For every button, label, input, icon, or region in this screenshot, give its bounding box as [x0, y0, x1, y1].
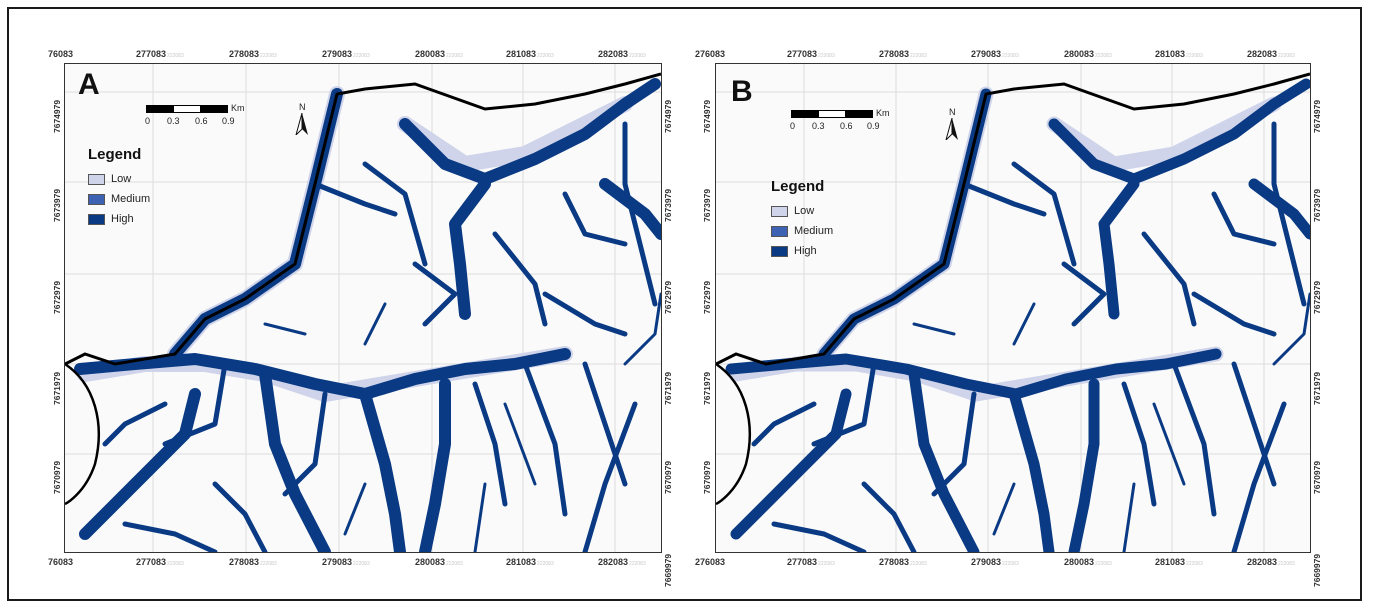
y-tick-right: 7670979: [1312, 460, 1322, 494]
y-tick-left: 7674979: [702, 99, 712, 133]
scale-label: 0.9: [222, 116, 235, 126]
legend-item-low: Low: [88, 173, 131, 185]
legend-title: Legend: [88, 146, 142, 163]
x-tick-bottom: 278083222083: [879, 557, 927, 567]
x-tick-bottom: 276083: [695, 557, 726, 567]
map-panel-a: [64, 63, 662, 553]
x-tick-bottom: 280083222083: [1064, 557, 1112, 567]
y-tick-right: 7671979: [1312, 371, 1322, 405]
panel-label: B: [731, 75, 753, 108]
map-graphic-a: [65, 64, 661, 552]
y-tick-left: 7673979: [52, 188, 62, 222]
high-zone: [725, 78, 1310, 552]
x-tick-top: 277083222083: [136, 49, 184, 59]
y-tick-left: 7670979: [52, 460, 62, 494]
y-tick-left: 7670979: [702, 460, 712, 494]
y-tick-right: 7672979: [1312, 280, 1322, 314]
north-label: N: [299, 102, 306, 112]
legend-item-low: Low: [771, 205, 814, 217]
y-tick-right: 7674979: [663, 99, 673, 133]
low-zone: [77, 86, 633, 402]
x-tick-bottom: 279083222083: [322, 557, 370, 567]
boundary-west: [716, 362, 751, 506]
y-tick-right: 7673979: [663, 188, 673, 222]
scale-label: 0.3: [812, 121, 825, 131]
medium-zone: [751, 121, 1307, 552]
x-tick-top: 280083222083: [1064, 49, 1112, 59]
scale-bar: [791, 110, 873, 118]
y-tick-right: 7674979: [1312, 99, 1322, 133]
y-tick-right: 7673979: [1312, 188, 1322, 222]
low-zone: [728, 86, 1282, 402]
y-tick-right: 7669979: [663, 553, 673, 587]
x-tick-top: 278083222083: [879, 49, 927, 59]
scale-label: 0: [145, 116, 151, 126]
legend-item-medium: Medium: [88, 193, 150, 205]
watershed-boundary: [716, 72, 1310, 366]
scale-label: 0.6: [840, 121, 853, 131]
y-tick-left: 7672979: [702, 280, 712, 314]
x-tick-top: 281083222083: [1155, 49, 1203, 59]
north-arrow-icon: [295, 113, 308, 135]
x-tick-bottom: 282083222083: [598, 557, 646, 567]
scale-label: 0: [790, 121, 796, 131]
legend-item-high: High: [771, 245, 817, 257]
scale-bar: [146, 105, 228, 113]
y-tick-left: 7673979: [702, 188, 712, 222]
scale-unit: Km: [231, 103, 245, 113]
watershed-boundary: [65, 72, 661, 366]
scale-label: 0.9: [867, 121, 880, 131]
minor-streams: [263, 292, 661, 552]
map-graphic-b: [716, 64, 1310, 552]
scale-label: 0.6: [195, 116, 208, 126]
map-panel-b: [715, 63, 1311, 553]
x-tick-top: 281083222083: [506, 49, 554, 59]
x-tick-top: 282083222083: [1247, 49, 1295, 59]
x-tick-bottom: 277083222083: [787, 557, 835, 567]
x-tick-top: 276083: [695, 49, 726, 59]
x-tick-bottom: 281083222083: [506, 557, 554, 567]
y-tick-left: 7671979: [52, 371, 62, 405]
x-tick-top: 279083222083: [322, 49, 370, 59]
x-tick-bottom: 282083222083: [1247, 557, 1295, 567]
legend-item-high: High: [88, 213, 134, 225]
x-tick-bottom: 278083222083: [229, 557, 277, 567]
x-tick-top: 76083: [48, 49, 74, 59]
y-tick-right: 7672979: [663, 280, 673, 314]
north-arrow-icon: [945, 118, 958, 140]
x-tick-bottom: 76083: [48, 557, 74, 567]
boundary-west: [65, 362, 100, 506]
x-tick-bottom: 280083222083: [415, 557, 463, 567]
drainage-network-b: [725, 78, 1310, 552]
legend-item-medium: Medium: [771, 225, 833, 237]
medium-zone: [102, 121, 658, 552]
y-tick-right: 7669979: [1312, 553, 1322, 587]
x-tick-top: 280083222083: [415, 49, 463, 59]
x-tick-top: 279083222083: [971, 49, 1019, 59]
y-tick-left: 7671979: [702, 371, 712, 405]
x-tick-top: 278083222083: [229, 49, 277, 59]
minor-streams: [912, 292, 1310, 552]
scale-unit: Km: [876, 108, 890, 118]
x-tick-top: 282083222083: [598, 49, 646, 59]
legend-title: Legend: [771, 178, 825, 195]
y-tick-right: 7671979: [663, 371, 673, 405]
x-tick-bottom: 281083222083: [1155, 557, 1203, 567]
high-zone: [74, 78, 661, 552]
north-label: N: [949, 107, 956, 117]
panel-label: A: [78, 68, 100, 101]
drainage-network-a: [74, 78, 661, 552]
y-tick-left: 7672979: [52, 280, 62, 314]
x-tick-top: 277083222083: [787, 49, 835, 59]
scale-label: 0.3: [167, 116, 180, 126]
x-tick-bottom: 277083222083: [136, 557, 184, 567]
y-tick-left: 7674979: [52, 99, 62, 133]
x-tick-bottom: 279083222083: [971, 557, 1019, 567]
y-tick-right: 7670979: [663, 460, 673, 494]
